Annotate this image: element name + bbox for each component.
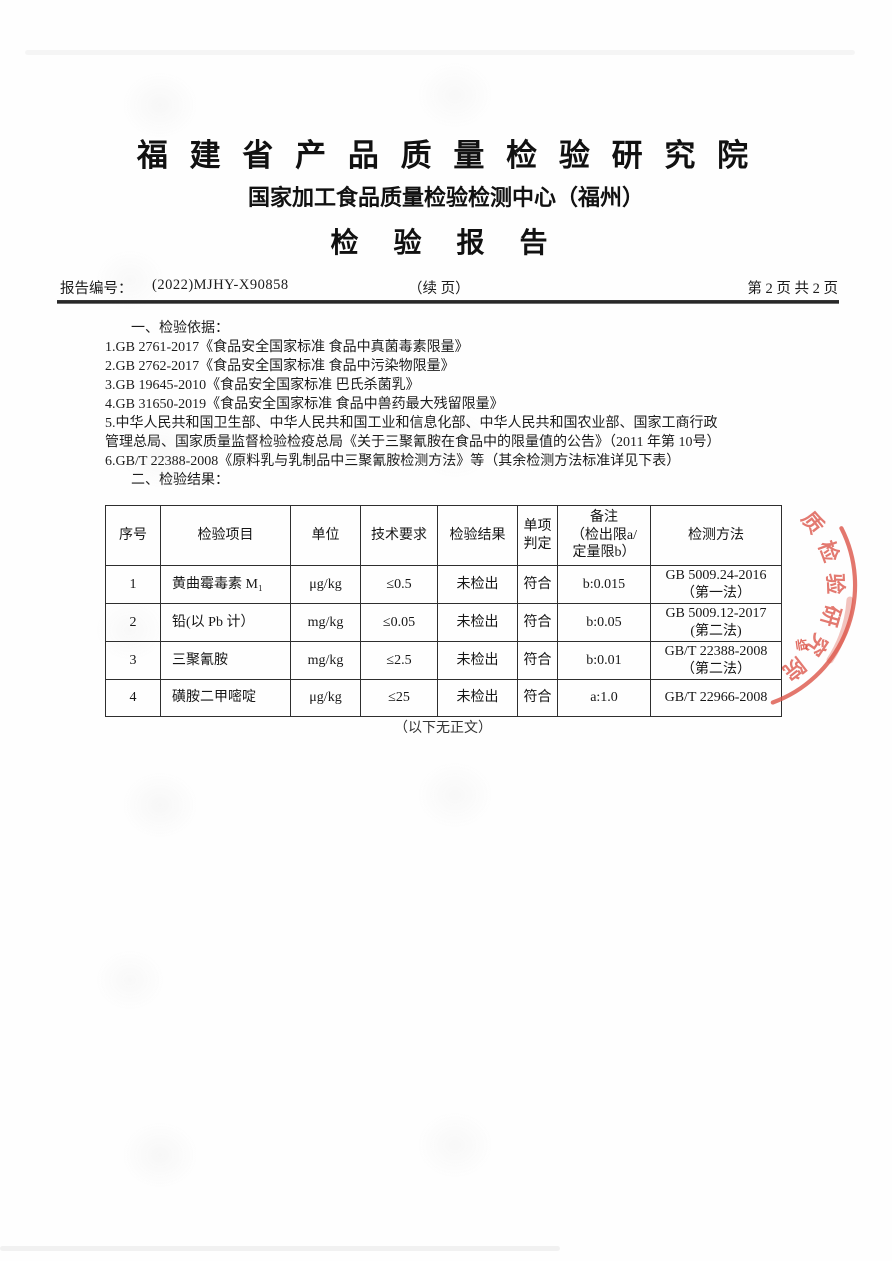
table-row: 3 三聚氰胺 mg/kg ≤2.5 未检出 符合 b:0.01 GB/T 22388-2008… [105,641,782,680]
stamp-character: 检 [814,538,844,566]
cell-unit: mg/kg [290,641,361,680]
cell-result: 未检出 [437,679,518,717]
stamp-arc-blotch [826,596,854,664]
results-table-header-row: 序号 检验项目 单位 技术要求 检验结果 单项 判定 备注 （检出限a/ 定量限b） 检测方法 [105,505,782,566]
cell-unit: mg/kg [290,603,361,642]
report-no-label: 报告编号： [60,281,133,297]
cell-unit: μg/kg [290,679,361,717]
results-section-heading: 二、检验结果： [131,473,229,488]
cell-item: 三聚氰胺 [160,641,291,680]
scan-artifact-top [25,50,855,55]
column-header: 单位 [290,505,361,566]
cell-requirement: ≤0.05 [360,603,438,642]
basis-item: 1.GB 2761-2017《食品安全国家标准 食品中真菌毒素限量》 [105,340,469,355]
column-header: 检验项目 [160,505,291,566]
cell-no: 1 [105,565,161,604]
basis-list: 1.GB 2761-2017《食品安全国家标准 食品中真菌毒素限量》 2.GB 2… [105,338,724,471]
results-table-body: 1 黄曲霉毒素 M₁ μg/kg ≤0.5 未检出 符合 b:0.015 GB 5009.24… [105,565,782,717]
body-text-block: 一、检验依据： 1.GB 2761-2017《食品安全国家标准 食品中真菌毒素限… [105,319,724,490]
column-header: 检测方法 [650,505,782,566]
cell-judgement: 符合 [517,603,558,642]
cell-method: GB/T 22966-2008 [650,679,782,717]
cell-item: 铅(以 Pb 计） [160,603,291,642]
cell-judgement: 符合 [517,641,558,680]
scan-artifact-bottom [0,1246,560,1251]
cell-remark: b:0.01 [557,641,651,680]
stamp-character: 研 [816,603,845,630]
cell-unit: μg/kg [290,565,361,604]
cell-method: GB/T 22388-2008 （第二法） [650,641,782,680]
cell-remark: b:0.015 [557,565,651,604]
stamp-character: 质 [797,507,829,538]
basis-item: 4.GB 31650-2019《食品安全国家标准 食品中兽药最大残留限量》 [105,397,504,412]
column-header: 备注 （检出限a/ 定量限b） [557,505,651,566]
cell-requirement: ≤2.5 [360,641,438,680]
cell-item: 黄曲霉毒素 M₁ [160,565,291,604]
results-table-head: 序号 检验项目 单位 技术要求 检验结果 单项 判定 备注 （检出限a/ 定量限b） 检测方法 [105,505,782,566]
stamp-character: 究 [801,629,833,660]
column-header: 检验结果 [437,505,518,566]
cell-result: 未检出 [437,641,518,680]
results-table: 序号 检验项目 单位 技术要求 检验结果 单项 判定 备注 （检出限a/ 定量限b） 检测方法… [105,505,782,717]
cell-remark: a:1.0 [557,679,651,717]
end-of-text-note: （以下无正文） [394,721,492,736]
stamp-arc [770,526,858,705]
cell-method: GB 5009.24-2016 （第一法） [650,565,782,604]
column-header: 单项 判定 [517,505,558,566]
column-header: 技术要求 [360,505,438,566]
basis-item: 2.GB 2762-2017《食品安全国家标准 食品中污染物限量》 [105,359,455,374]
table-row: 2 铅(以 Pb 计） mg/kg ≤0.05 未检出 符合 b:0.05 GB 5009.1… [105,603,782,642]
cell-result: 未检出 [437,565,518,604]
cell-no: 4 [105,679,161,717]
cell-requirement: ≤0.5 [360,565,438,604]
cell-method: GB 5009.12-2017 (第二法) [650,603,782,642]
stamp-character: 院 [779,653,810,685]
basis-item: 3.GB 19645-2010《食品安全国家标准 巴氏杀菌乳》 [105,378,420,393]
table-row: 1 黄曲霉毒素 M₁ μg/kg ≤0.5 未检出 符合 b:0.015 GB 5009.24… [105,565,782,604]
report-no-value: (2022)MJHY-X90858 [152,277,289,293]
basis-item: 6.GB/T 22388-2008《原料乳与乳制品中三聚氰胺检测方法》等（其余检… [105,454,681,469]
stamp-character: 验 [823,573,848,595]
table-row: 4 磺胺二甲嘧啶 μg/kg ≤25 未检出 符合 a:1.0 GB/T 22966-2008 [105,679,782,717]
cell-no: 2 [105,603,161,642]
cell-no: 3 [105,641,161,680]
cell-remark: b:0.05 [557,603,651,642]
cell-result: 未检出 [437,603,518,642]
page-indicator: 第 2 页 共 2 页 [747,281,838,297]
header-divider-rule [57,300,839,304]
column-header: 序号 [105,505,161,566]
basis-item: 5.中华人民共和国卫生部、中华人民共和国工业和信息化部、中华人民共和国农业部、国… [105,416,721,450]
report-title: 检 验 报 告 [330,228,562,259]
continuation-page-marker: （续 页） [408,281,470,297]
cell-item: 磺胺二甲嘧啶 [160,679,291,717]
meta-row: 报告编号： (2022)MJHY-X90858 （续 页） 第 2 页 共 2 … [60,277,838,297]
cell-judgement: 符合 [517,679,558,717]
stamp-small-mark: 临 [794,636,808,653]
basis-section-heading: 一、检验依据： [131,321,229,336]
org-title: 福 建 省 产 品 质 量 检 验 研 究 院 [136,138,756,173]
cell-judgement: 符合 [517,565,558,604]
cell-requirement: ≤25 [360,679,438,717]
sub-title: 国家加工食品质量检验检测中心（福州） [247,185,644,210]
